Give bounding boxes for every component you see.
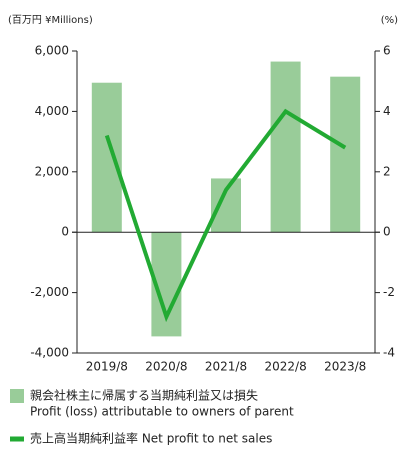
- y2-tick-label: 0: [383, 225, 391, 239]
- y2-tick-label: -2: [383, 285, 395, 299]
- y-axis-label: (百万円 ¥Millions): [8, 14, 93, 26]
- y-tick-label: -4,000: [30, 346, 69, 360]
- y2-axis-label: (%): [381, 15, 398, 26]
- legend-swatch: [10, 389, 24, 403]
- x-tick-label: 2020/8: [145, 360, 187, 374]
- bar: [330, 76, 361, 233]
- y-tick-label: 2,000: [35, 164, 69, 178]
- legend-swatch: [10, 436, 24, 442]
- y2-tick-label: 4: [383, 104, 391, 118]
- y2-tick-label: 6: [383, 44, 391, 58]
- x-tick-label: 2021/8: [205, 360, 247, 374]
- legend-label: 売上高当期純利益率 Net profit to net sales: [30, 431, 272, 446]
- x-tick-label: 2023/8: [324, 360, 366, 374]
- y2-tick-label: 2: [383, 164, 391, 178]
- legend-label: 親会社株主に帰属する当期純利益又は損失: [30, 388, 258, 403]
- bar: [211, 178, 241, 233]
- y-tick-label: 4,000: [35, 104, 69, 118]
- line: [104, 108, 347, 323]
- y-tick-label: 0: [61, 225, 69, 239]
- bar: [270, 61, 301, 233]
- y2-tick-label: -4: [383, 346, 395, 360]
- y-tick-label: 6,000: [35, 44, 69, 58]
- x-tick-label: 2019/8: [86, 360, 128, 374]
- bar: [91, 82, 122, 233]
- legend-label: Profit (loss) attributable to owners of …: [30, 405, 294, 419]
- y-tick-label: -2,000: [30, 285, 69, 299]
- x-tick-label: 2022/8: [264, 360, 306, 374]
